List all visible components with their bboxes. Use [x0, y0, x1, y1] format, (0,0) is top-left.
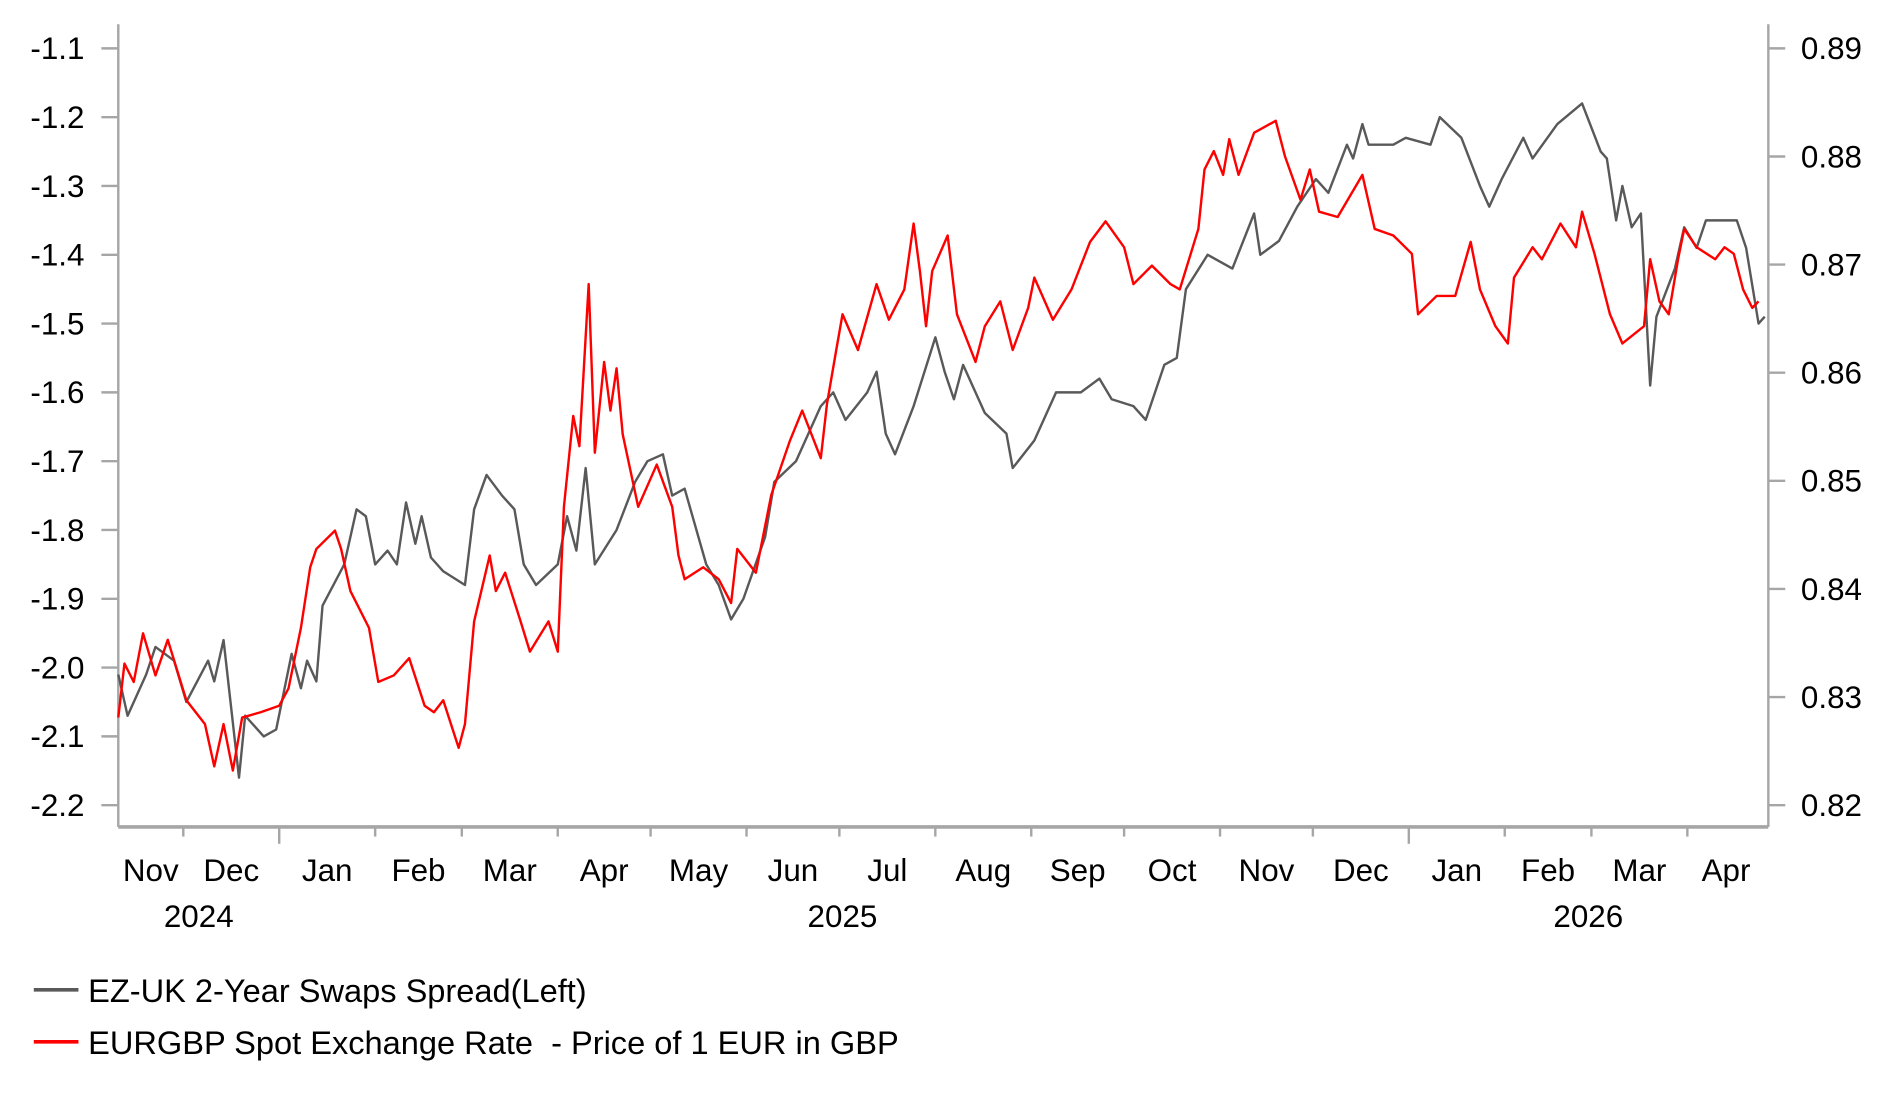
x-month-label: Feb [391, 853, 445, 888]
series-lines [117, 102, 1766, 779]
left-tick-label: -1.9 [30, 582, 84, 617]
legend-label-eurgbp: EURGBP Spot Exchange Rate - Price of 1 E… [88, 1024, 899, 1061]
left-tick-label: -1.2 [30, 100, 84, 135]
left-tick-label: -2.2 [30, 788, 84, 823]
right-tick-label: 0.89 [1801, 31, 1862, 66]
x-year-label: 2024 [164, 899, 234, 934]
left-tick-label: -1.1 [30, 31, 84, 66]
series-line-ez-uk-swaps-spread [117, 102, 1766, 779]
x-year-label: 2025 [808, 899, 878, 934]
left-tick-label: -1.5 [30, 306, 84, 341]
right-tick-label: 0.85 [1801, 464, 1862, 499]
left-tick-label: -1.8 [30, 513, 84, 548]
left-tick-label: -1.4 [30, 238, 84, 273]
x-month-label: Jan [302, 853, 353, 888]
x-month-label: Apr [1702, 853, 1751, 888]
legend-label-spread: EZ-UK 2-Year Swaps Spread(Left) [88, 972, 587, 1009]
x-month-label: Apr [580, 853, 629, 888]
x-month-label: Aug [955, 853, 1011, 888]
right-tick-label: 0.82 [1801, 788, 1862, 823]
x-month-label: Dec [1333, 853, 1389, 888]
x-month-label: Nov [1239, 853, 1295, 888]
x-month-label: Feb [1521, 853, 1575, 888]
right-tick-label: 0.86 [1801, 356, 1862, 391]
x-month-label: Jun [768, 853, 819, 888]
x-month-label: Sep [1050, 853, 1106, 888]
left-tick-label: -1.6 [30, 375, 84, 410]
x-month-label: Mar [1612, 853, 1666, 888]
left-tick-label: -2.1 [30, 719, 84, 754]
x-axis-labels: Nov Dec Jan Feb Mar Apr May Jun Jul Aug Sep Oct Nov D… [123, 853, 1751, 934]
right-tick-label: 0.87 [1801, 247, 1862, 282]
x-month-label: Jul [867, 853, 907, 888]
legend: EZ-UK 2-Year Swaps Spread(Left) EURGBP S… [33, 972, 899, 1061]
right-tick-label: 0.88 [1801, 139, 1862, 174]
axes: -1.1 -1.2 -1.3 -1.4 -1.5 -1.6 -1.7 -1.8 -1.9 -2.0… [30, 24, 1862, 844]
left-tick-label: -2.0 [30, 650, 84, 685]
series-line-eurgbp-spot [117, 119, 1760, 772]
right-tick-label: 0.84 [1801, 572, 1862, 607]
left-tick-label: -1.7 [30, 444, 84, 479]
x-month-label: Oct [1148, 853, 1197, 888]
x-month-label: Dec [203, 853, 259, 888]
x-year-label: 2026 [1553, 899, 1623, 934]
x-month-label: May [669, 853, 729, 888]
left-tick-label: -1.3 [30, 169, 84, 204]
right-tick-label: 0.83 [1801, 680, 1862, 715]
x-month-label: Mar [483, 853, 537, 888]
x-month-label: Jan [1431, 853, 1482, 888]
x-month-label: Nov [123, 853, 179, 888]
